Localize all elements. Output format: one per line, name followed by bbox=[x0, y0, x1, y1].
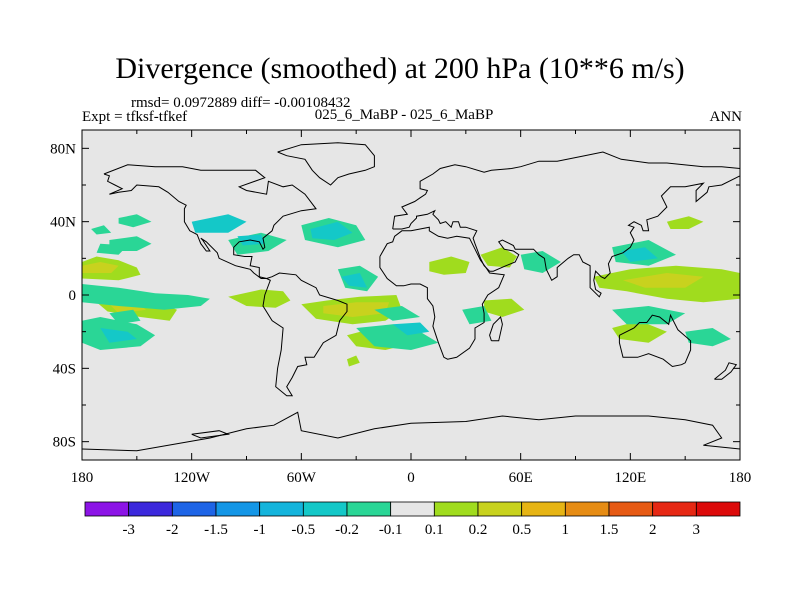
colorbar-box-0 bbox=[84, 501, 130, 517]
colorbar-label-0: -3 bbox=[122, 522, 135, 538]
contour-region-33 bbox=[191, 214, 247, 233]
colorbar-box-11 bbox=[564, 501, 610, 517]
contour-region-35 bbox=[310, 221, 353, 240]
colorbar-label-10: 1 bbox=[562, 522, 570, 538]
x-tick-label-1: 120W bbox=[173, 470, 211, 486]
season-label: ANN bbox=[709, 109, 743, 125]
coastline-4 bbox=[489, 316, 503, 342]
contour-region-13 bbox=[323, 302, 390, 317]
contour-region-21 bbox=[91, 225, 112, 235]
coastline-8 bbox=[191, 430, 231, 439]
colorbar-label-12: 2 bbox=[649, 522, 657, 538]
coastline-3 bbox=[379, 226, 505, 360]
colorbar-box-3 bbox=[215, 501, 261, 517]
contour-region-18 bbox=[82, 284, 210, 310]
colorbar-label-8: 0.2 bbox=[469, 522, 488, 538]
colorbar-label-7: 0.1 bbox=[425, 522, 444, 538]
coastline-7 bbox=[82, 411, 740, 452]
coastline-5 bbox=[618, 313, 692, 368]
contour-region-9 bbox=[612, 320, 667, 343]
coastline-0 bbox=[103, 164, 348, 397]
colorbar-box-13 bbox=[652, 501, 697, 517]
contour-region-19 bbox=[96, 243, 128, 255]
y-tick-label-2: 0 bbox=[69, 288, 77, 304]
contour-region-12 bbox=[82, 262, 119, 273]
y-axis: 80N 40N 0 40S 80S bbox=[50, 141, 740, 451]
colorbar-box-6 bbox=[346, 501, 392, 517]
coastline-6 bbox=[714, 362, 738, 380]
rmsd-diff-stats: rmsd= 0.0972889 diff= -0.00108432 bbox=[131, 95, 351, 111]
y-tick-label-3: 40S bbox=[53, 361, 76, 377]
colorbar-label-9: 0.5 bbox=[512, 522, 531, 538]
colorbar-box-2 bbox=[171, 501, 217, 517]
contour-region-38 bbox=[621, 247, 658, 262]
contour-region-39 bbox=[100, 328, 137, 343]
x-tick-label-6: 180 bbox=[729, 470, 752, 486]
contour-region-5 bbox=[429, 256, 470, 275]
chart-title: Divergence (smoothed) at 200 hPa (10**6 … bbox=[115, 52, 685, 85]
colorbar-label-13: 3 bbox=[693, 522, 701, 538]
colorbar-box-8 bbox=[433, 501, 479, 517]
contour-fill-layer bbox=[82, 214, 740, 367]
colorbar-label-3: -1 bbox=[253, 522, 266, 538]
contour-region-37 bbox=[392, 322, 430, 336]
contour-region-30 bbox=[374, 306, 421, 321]
colorbar-label-2: -1.5 bbox=[204, 522, 228, 538]
colorbar-box-1 bbox=[128, 501, 173, 517]
colorbar-label-4: -0.5 bbox=[291, 522, 315, 538]
contour-region-11 bbox=[347, 355, 360, 367]
x-tick-label-5: 120E bbox=[614, 470, 646, 486]
colorbar-box-7 bbox=[390, 501, 435, 517]
contour-region-36 bbox=[341, 273, 368, 288]
y-tick-label-4: 80S bbox=[53, 435, 76, 451]
contour-region-29 bbox=[685, 328, 731, 347]
contour-region-2 bbox=[228, 289, 291, 308]
x-tick-label-2: 60W bbox=[287, 470, 317, 486]
x-tick-label-3: 0 bbox=[407, 470, 415, 486]
colorbar-label-11: 1.5 bbox=[600, 522, 619, 538]
case-names: 025_6_MaBP - 025_6_MaBP bbox=[314, 107, 494, 123]
contour-region-8 bbox=[666, 216, 704, 229]
contour-region-26 bbox=[520, 251, 561, 273]
colorbar-box-4 bbox=[259, 501, 304, 517]
contour-region-28 bbox=[612, 306, 686, 325]
colorbar-box-5 bbox=[302, 501, 348, 517]
colorbar-box-14 bbox=[695, 501, 741, 517]
x-tick-label-0: 180 bbox=[71, 470, 94, 486]
coastline-2 bbox=[392, 151, 740, 298]
contour-region-14 bbox=[623, 273, 704, 288]
colorbar-label-6: -0.1 bbox=[379, 522, 403, 538]
y-tick-label-0: 80N bbox=[50, 141, 76, 157]
colorbar-label-1: -2 bbox=[166, 522, 179, 538]
colorbar: -3 -2 -1.5 -1 -0.5 -0.2 -0.1 0.1 0.2 0.5 1 1.5 2 3 bbox=[84, 501, 741, 538]
experiment-label: Expt = tfksf-tfkef bbox=[82, 109, 188, 125]
coastline-1 bbox=[277, 142, 375, 186]
x-axis: 180 120W 60W 0 60E 120E 180 bbox=[71, 130, 752, 486]
y-tick-label-1: 40N bbox=[50, 215, 76, 231]
contour-region-25 bbox=[356, 324, 439, 350]
colorbar-box-9 bbox=[477, 501, 523, 517]
map-background bbox=[82, 130, 740, 460]
x-tick-label-4: 60E bbox=[509, 470, 533, 486]
coastline-layer bbox=[82, 142, 740, 452]
contour-region-32 bbox=[109, 309, 141, 325]
contour-region-10 bbox=[484, 298, 525, 317]
colorbar-label-5: -0.2 bbox=[335, 522, 359, 538]
colorbar-box-12 bbox=[608, 501, 654, 517]
colorbar-box-10 bbox=[521, 501, 566, 517]
contour-region-20 bbox=[118, 214, 152, 228]
contour-region-6 bbox=[480, 247, 517, 268]
